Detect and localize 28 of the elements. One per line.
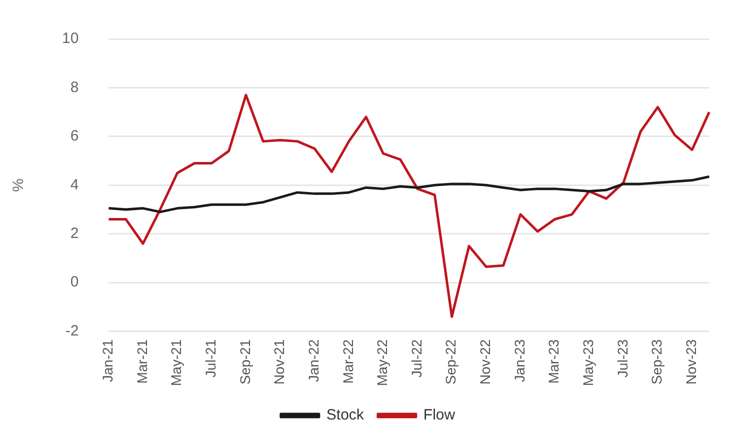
y-tick-label: 2 [70,225,79,242]
legend-label: Stock [326,406,364,424]
x-tick-label: Sep-21 [236,339,253,384]
x-tick-label: Jul-23 [614,339,630,378]
x-tick-label: May-21 [168,339,184,386]
y-tick-label: 6 [70,128,79,145]
y-tick-label: 4 [70,176,79,194]
y-axis-title: % [10,178,28,192]
x-tick-label: Jul-21 [202,339,218,378]
x-tick-label: Jan-22 [305,339,322,382]
x-tick-label: Nov-21 [271,339,288,384]
y-tick-label: 8 [70,78,79,96]
y-tick-label: -2 [65,322,79,340]
legend-label: Flow [423,406,456,424]
x-tick-label: Nov-23 [682,339,699,384]
x-tick-label: Mar-21 [134,339,150,384]
y-tick-label: 10 [62,30,79,48]
x-tick-label: Nov-22 [477,339,494,384]
x-tick-label: Mar-22 [340,339,356,384]
x-tick-label: Jan-23 [511,339,528,382]
x-tick-label: Mar-23 [546,339,562,384]
x-tick-label: May-23 [580,339,596,386]
x-tick-label: Jul-22 [408,339,424,378]
x-tick-label: Sep-23 [648,339,665,384]
y-tick-label: 0 [70,274,79,291]
x-tick-label: Jan-21 [100,339,116,382]
x-tick-label: May-22 [374,339,390,386]
x-tick-label: Sep-22 [442,339,459,384]
